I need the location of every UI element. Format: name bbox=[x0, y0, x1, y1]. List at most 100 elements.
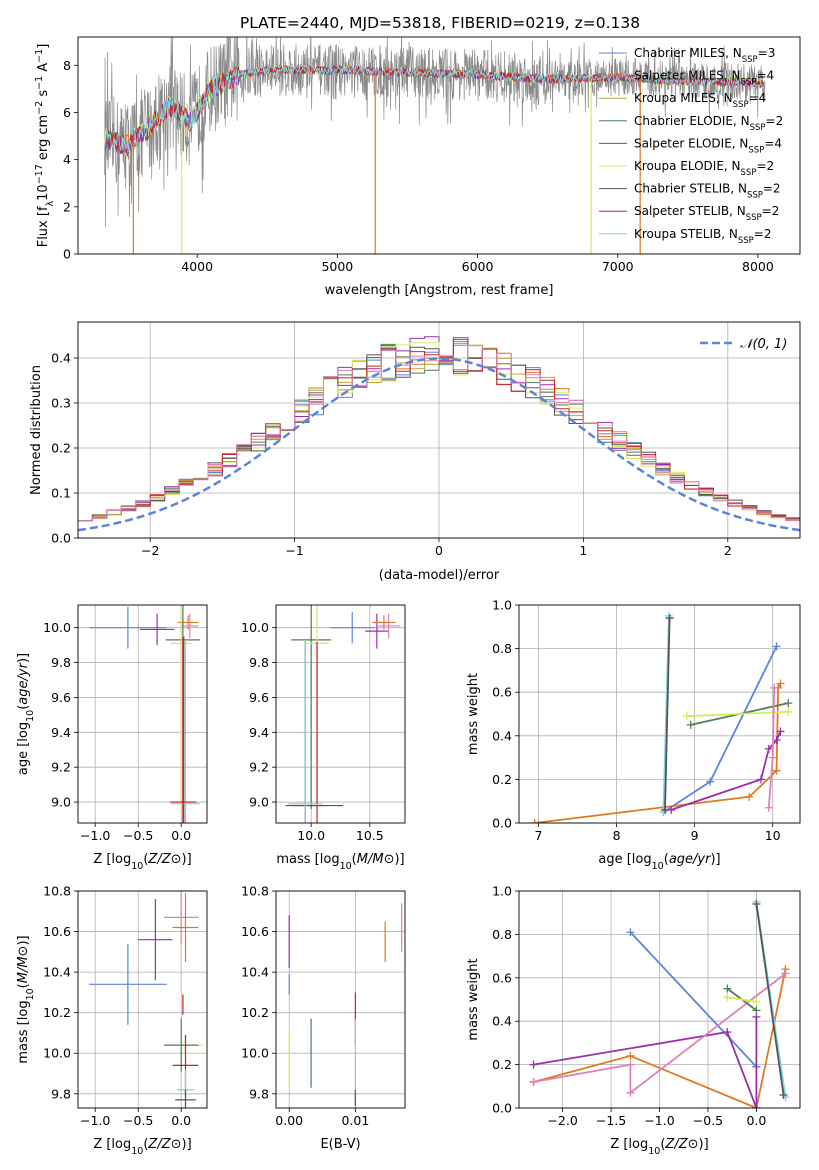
y-tick-label: 9.6 bbox=[51, 690, 71, 705]
weight-series-line bbox=[534, 683, 782, 823]
plot-area bbox=[89, 605, 201, 823]
axes-frame bbox=[518, 890, 801, 1109]
x-tick-label: −0.5 bbox=[123, 828, 153, 843]
y-tick-label: 0.0 bbox=[492, 1101, 512, 1116]
y-tick-label: 1.0 bbox=[492, 884, 512, 899]
weight-series-line bbox=[755, 903, 785, 1096]
x-tick-label: 7000 bbox=[602, 259, 634, 274]
plus-marker bbox=[723, 984, 732, 993]
y-tick-label: 9.0 bbox=[249, 795, 269, 810]
legend-entry-label: Chabrier STELIB, NSSP=2 bbox=[634, 182, 781, 201]
plus-marker bbox=[686, 720, 695, 729]
weight-series-line bbox=[533, 968, 787, 1108]
legend-entry-label: Salpeter ELODIE, NSSP=4 bbox=[634, 136, 782, 155]
y-tick-label: 0.8 bbox=[492, 641, 512, 656]
y-tick-label: 0.6 bbox=[492, 970, 512, 985]
plus-marker bbox=[784, 699, 793, 708]
y-tick-label: 9.4 bbox=[51, 725, 71, 740]
x-tick-label: 8000 bbox=[742, 259, 774, 274]
plus-marker bbox=[530, 819, 539, 823]
weight-series-line bbox=[727, 996, 757, 1003]
axes-frame bbox=[77, 890, 208, 1109]
plus-marker bbox=[772, 766, 781, 775]
legend-entry-label: Kroupa STELIB, NSSP=2 bbox=[634, 227, 772, 246]
plus-marker bbox=[529, 1060, 538, 1069]
x-tick-label: −2.0 bbox=[547, 1113, 577, 1128]
y-tick-label: 0.0 bbox=[51, 531, 71, 546]
plus-marker bbox=[667, 805, 676, 814]
plus-marker bbox=[768, 753, 777, 762]
age-vs-metallicity-plot: −1.0 −0.5 0.0 9.0 9.2 9.4 9.6 9.8 10.0 Z [log10(Z… bbox=[16, 604, 208, 872]
y-tick-label: 9.8 bbox=[249, 655, 269, 670]
plot-area bbox=[529, 897, 790, 1108]
legend-entry-label: 𝒩(0, 1) bbox=[740, 337, 787, 352]
model-spectrum-line bbox=[104, 64, 766, 152]
legend-entry-label: Chabrier MILES, NSSP=3 bbox=[634, 46, 775, 65]
x-tick-label: −1 bbox=[285, 543, 303, 558]
y-tick-label: 0.1 bbox=[51, 486, 71, 501]
axes-frame bbox=[518, 604, 801, 824]
weight-series-line bbox=[686, 710, 789, 718]
weight-series-line bbox=[670, 731, 782, 811]
y-tick-label: 9.6 bbox=[249, 690, 269, 705]
y-tick-label: 4 bbox=[63, 152, 71, 167]
y-tick-label: 10.2 bbox=[241, 1005, 269, 1020]
legend-entry-label: Salpeter MILES, NSSP=4 bbox=[634, 69, 774, 88]
plot-area bbox=[530, 611, 793, 823]
x-tick-label: 10.0 bbox=[297, 828, 325, 843]
y-tick-label: 0.4 bbox=[51, 351, 71, 366]
spectrum-plot: 4000 5000 6000 7000 8000 0 2 4 6 8 wavelength [Ang… bbox=[34, 36, 801, 298]
y-tick-label: 10.6 bbox=[43, 924, 71, 939]
y-tick-label: 10.0 bbox=[43, 620, 71, 635]
x-tick-label: 0.0 bbox=[171, 1113, 191, 1128]
weight-series-line bbox=[533, 1016, 758, 1108]
y-tick-label: 6 bbox=[63, 105, 71, 120]
y-tick-label: 8 bbox=[63, 58, 71, 73]
plus-marker bbox=[752, 1006, 761, 1015]
x-tick-label: −1.0 bbox=[80, 828, 110, 843]
y-tick-label: 10.6 bbox=[241, 924, 269, 939]
x-axis-label: mass [log10(M/M⊙)] bbox=[276, 852, 404, 872]
plus-marker bbox=[723, 993, 732, 1002]
y-tick-label: 0.2 bbox=[51, 441, 71, 456]
y-axis-label: mass [log10(M/M⊙)] bbox=[16, 935, 36, 1063]
x-axis-label: E(B-V) bbox=[320, 1137, 360, 1152]
plus-marker bbox=[529, 1077, 538, 1086]
plus-marker bbox=[781, 969, 790, 978]
plus-marker bbox=[706, 777, 715, 786]
y-tick-label: 9.4 bbox=[249, 725, 269, 740]
y-tick-label: 0.6 bbox=[492, 685, 512, 700]
y-tick-label: 9.8 bbox=[51, 655, 71, 670]
plus-marker bbox=[745, 792, 754, 801]
y-tick-label: 0.4 bbox=[492, 728, 512, 743]
x-tick-label: 0.01 bbox=[341, 1113, 369, 1128]
y-tick-label: 10.0 bbox=[43, 1046, 71, 1061]
weight-series-line bbox=[629, 931, 758, 1068]
y-axis-label: Flux [fλ10−17 erg cm−2 s−1 A−1] bbox=[34, 44, 56, 248]
observed-spectrum-line bbox=[104, 37, 766, 228]
x-axis-label: age [log10(age/yr)] bbox=[598, 852, 720, 872]
y-tick-label: 0.3 bbox=[51, 396, 71, 411]
x-tick-label: −1.5 bbox=[596, 1113, 626, 1128]
y-tick-label: 10.8 bbox=[241, 884, 269, 899]
y-tick-label: 0 bbox=[63, 247, 71, 262]
y-axis-label: Normed distribution bbox=[29, 365, 44, 495]
plus-marker bbox=[682, 712, 691, 721]
weight-series-line bbox=[533, 972, 787, 1095]
axes-frame bbox=[77, 36, 801, 255]
residual-histogram-plot: −2 −1 0 1 2 0.0 0.1 0.2 0.3 0.4 (data-model)/error… bbox=[29, 321, 801, 583]
y-tick-label: 10.4 bbox=[43, 965, 71, 980]
x-axis-label: Z [log10(Z/Z⊙)] bbox=[93, 1137, 191, 1157]
plus-marker bbox=[764, 803, 773, 812]
x-tick-label: −2 bbox=[141, 543, 159, 558]
y-tick-label: 9.0 bbox=[51, 795, 71, 810]
legend-entry-label: Kroupa ELODIE, NSSP=2 bbox=[634, 159, 774, 178]
y-tick-label: 0.2 bbox=[492, 772, 512, 787]
y-tick-label: 10.2 bbox=[43, 1005, 71, 1020]
x-tick-label: −0.5 bbox=[123, 1113, 153, 1128]
y-axis-label: age [log10(age/yr)] bbox=[16, 653, 36, 775]
plus-marker bbox=[784, 707, 793, 716]
y-tick-label: 9.2 bbox=[249, 760, 269, 775]
y-tick-label: 0.4 bbox=[492, 1014, 512, 1029]
